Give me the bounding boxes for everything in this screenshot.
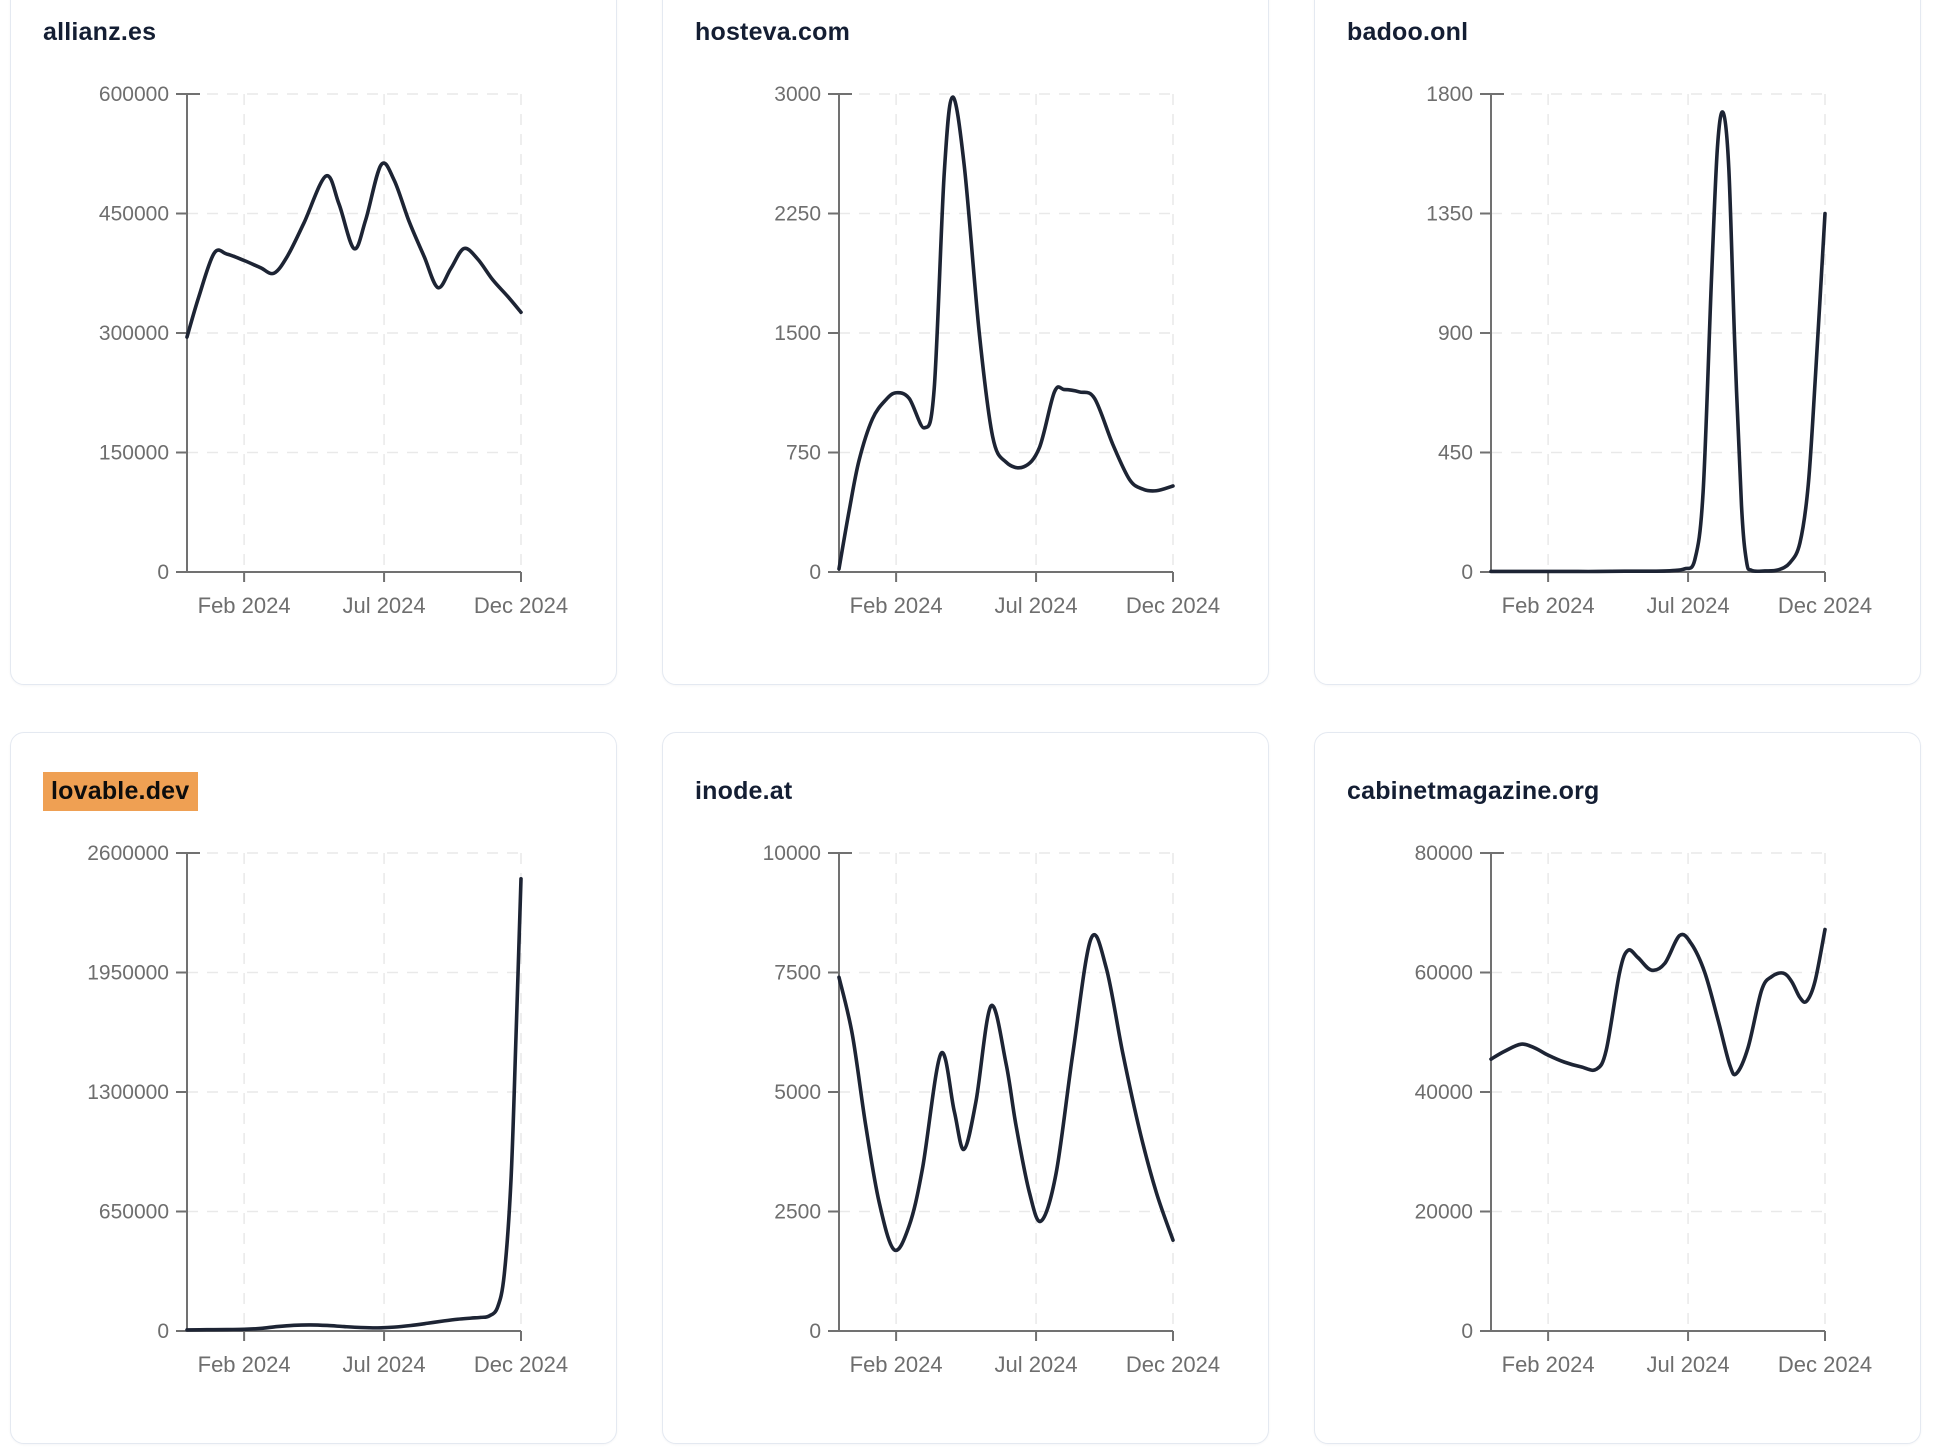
y-tick-label: 1500 <box>774 322 821 345</box>
series-line <box>1489 927 1827 1077</box>
card-title: hosteva.com <box>695 18 1268 47</box>
y-tick-label: 1350 <box>1426 203 1473 226</box>
y-tick-label: 0 <box>809 1320 821 1343</box>
domain-title[interactable]: cabinetmagazine.org <box>1347 777 1600 805</box>
x-tick-label: Dec 2024 <box>474 593 568 618</box>
x-tick-label: Jul 2024 <box>342 1352 425 1377</box>
y-tick-label: 40000 <box>1415 1081 1473 1104</box>
domain-title[interactable]: badoo.onl <box>1347 18 1469 46</box>
x-tick-label: Dec 2024 <box>1778 1352 1872 1377</box>
domain-card[interactable]: cabinetmagazine.org 0 20000 40000 60000 8000… <box>1314 732 1921 1444</box>
traffic-chart: 0 750 1500 2250 3000 Feb 2024 Jul 2024 Dec 2024 <box>774 83 1220 618</box>
traffic-chart: 0 650000 1300000 1950000 2600000 Feb 2024 Jul … <box>87 842 568 1377</box>
y-tick-label: 1950000 <box>87 962 169 985</box>
domain-card[interactable]: badoo.onl 0 450 900 1350 1800 Feb 2024 Jul 202… <box>1314 0 1921 685</box>
traffic-chart: 0 2500 5000 7500 10000 Feb 2024 Jul 2024 Dec 20… <box>763 842 1221 1377</box>
domain-card[interactable]: allianz.es 0 150000 300000 450000 600000 Feb … <box>10 0 617 685</box>
x-tick-label: Dec 2024 <box>474 1352 568 1377</box>
traffic-chart: 0 20000 40000 60000 80000 Feb 2024 Jul 2024 Dec… <box>1415 842 1873 1377</box>
axes <box>828 93 1174 582</box>
gridlines <box>1491 852 1826 1331</box>
axes <box>176 93 522 582</box>
y-tick-label: 1800 <box>1426 83 1473 106</box>
x-tick-label: Dec 2024 <box>1778 593 1872 618</box>
y-tick-label: 2600000 <box>87 842 169 865</box>
y-tick-label: 10000 <box>763 842 821 865</box>
y-tick-label: 0 <box>157 1320 169 1343</box>
tick-labels: 0 150000 300000 450000 600000 Feb 2024 Jul 202… <box>99 83 568 618</box>
y-tick-label: 450 <box>1438 442 1473 465</box>
x-tick-label: Jul 2024 <box>1646 593 1729 618</box>
x-tick-label: Feb 2024 <box>1502 593 1595 618</box>
y-tick-label: 80000 <box>1415 842 1473 865</box>
x-tick-label: Jul 2024 <box>994 1352 1077 1377</box>
y-tick-label: 0 <box>1461 1320 1473 1343</box>
x-tick-label: Feb 2024 <box>850 1352 943 1377</box>
domain-card[interactable]: hosteva.com 0 750 1500 2250 3000 Feb 2024 Jul … <box>662 0 1269 685</box>
x-tick-label: Feb 2024 <box>850 593 943 618</box>
y-tick-label: 2250 <box>774 203 821 226</box>
y-tick-label: 150000 <box>99 442 169 465</box>
axes <box>1480 852 1826 1341</box>
y-tick-label: 0 <box>809 561 821 584</box>
series-line <box>837 95 1175 571</box>
y-tick-label: 2500 <box>774 1201 821 1224</box>
gridlines <box>839 93 1174 572</box>
y-tick-label: 900 <box>1438 322 1473 345</box>
y-tick-label: 5000 <box>774 1081 821 1104</box>
series-line <box>185 161 523 339</box>
x-tick-label: Jul 2024 <box>1646 1352 1729 1377</box>
x-tick-label: Jul 2024 <box>342 593 425 618</box>
y-tick-label: 600000 <box>99 83 169 106</box>
tick-labels: 0 2500 5000 7500 10000 Feb 2024 Jul 2024 Dec 20… <box>763 842 1221 1377</box>
card-title: lovable.dev <box>43 772 616 811</box>
y-tick-label: 20000 <box>1415 1201 1473 1224</box>
series-line <box>1489 110 1827 574</box>
card-title: cabinetmagazine.org <box>1347 777 1920 806</box>
y-tick-label: 60000 <box>1415 962 1473 985</box>
y-tick-label: 650000 <box>99 1201 169 1224</box>
gridlines <box>1491 93 1826 572</box>
x-tick-label: Dec 2024 <box>1126 593 1220 618</box>
tick-labels: 0 650000 1300000 1950000 2600000 Feb 2024 Jul … <box>87 842 568 1377</box>
y-tick-label: 750 <box>786 442 821 465</box>
y-tick-label: 450000 <box>99 203 169 226</box>
card-title: badoo.onl <box>1347 18 1920 47</box>
domain-title[interactable]: allianz.es <box>43 18 157 46</box>
tick-labels: 0 750 1500 2250 3000 Feb 2024 Jul 2024 Dec 2024 <box>774 83 1220 618</box>
domain-card[interactable]: inode.at 0 2500 5000 7500 10000 Feb 2024 Jul 2… <box>662 732 1269 1444</box>
axes <box>828 852 1174 1341</box>
traffic-chart: 0 450 900 1350 1800 Feb 2024 Jul 2024 Dec 2024 <box>1426 83 1872 618</box>
x-tick-label: Feb 2024 <box>198 593 291 618</box>
x-tick-label: Feb 2024 <box>198 1352 291 1377</box>
gridlines <box>187 93 522 572</box>
x-tick-label: Feb 2024 <box>1502 1352 1595 1377</box>
tick-labels: 0 450 900 1350 1800 Feb 2024 Jul 2024 Dec 2024 <box>1426 83 1872 618</box>
x-tick-label: Dec 2024 <box>1126 1352 1220 1377</box>
series-line <box>185 876 523 1332</box>
axes <box>176 852 522 1341</box>
tick-labels: 0 20000 40000 60000 80000 Feb 2024 Jul 2024 Dec… <box>1415 842 1873 1377</box>
y-tick-label: 7500 <box>774 962 821 985</box>
axes <box>1480 93 1826 582</box>
card-title: allianz.es <box>43 18 616 47</box>
y-tick-label: 1300000 <box>87 1081 169 1104</box>
traffic-chart: 0 150000 300000 450000 600000 Feb 2024 Jul 202… <box>99 83 568 618</box>
card-title: inode.at <box>695 777 1268 806</box>
gridlines <box>839 852 1174 1331</box>
x-tick-label: Jul 2024 <box>994 593 1077 618</box>
domain-title[interactable]: hosteva.com <box>695 18 851 46</box>
y-tick-label: 3000 <box>774 83 821 106</box>
gridlines <box>187 852 522 1331</box>
domain-title[interactable]: inode.at <box>695 777 793 805</box>
domain-title[interactable]: lovable.dev <box>43 772 199 811</box>
series-line <box>837 932 1175 1253</box>
y-tick-label: 0 <box>1461 561 1473 584</box>
y-tick-label: 0 <box>157 561 169 584</box>
y-tick-label: 300000 <box>99 322 169 345</box>
domain-card[interactable]: lovable.dev 0 650000 1300000 1950000 2600000… <box>10 732 617 1444</box>
